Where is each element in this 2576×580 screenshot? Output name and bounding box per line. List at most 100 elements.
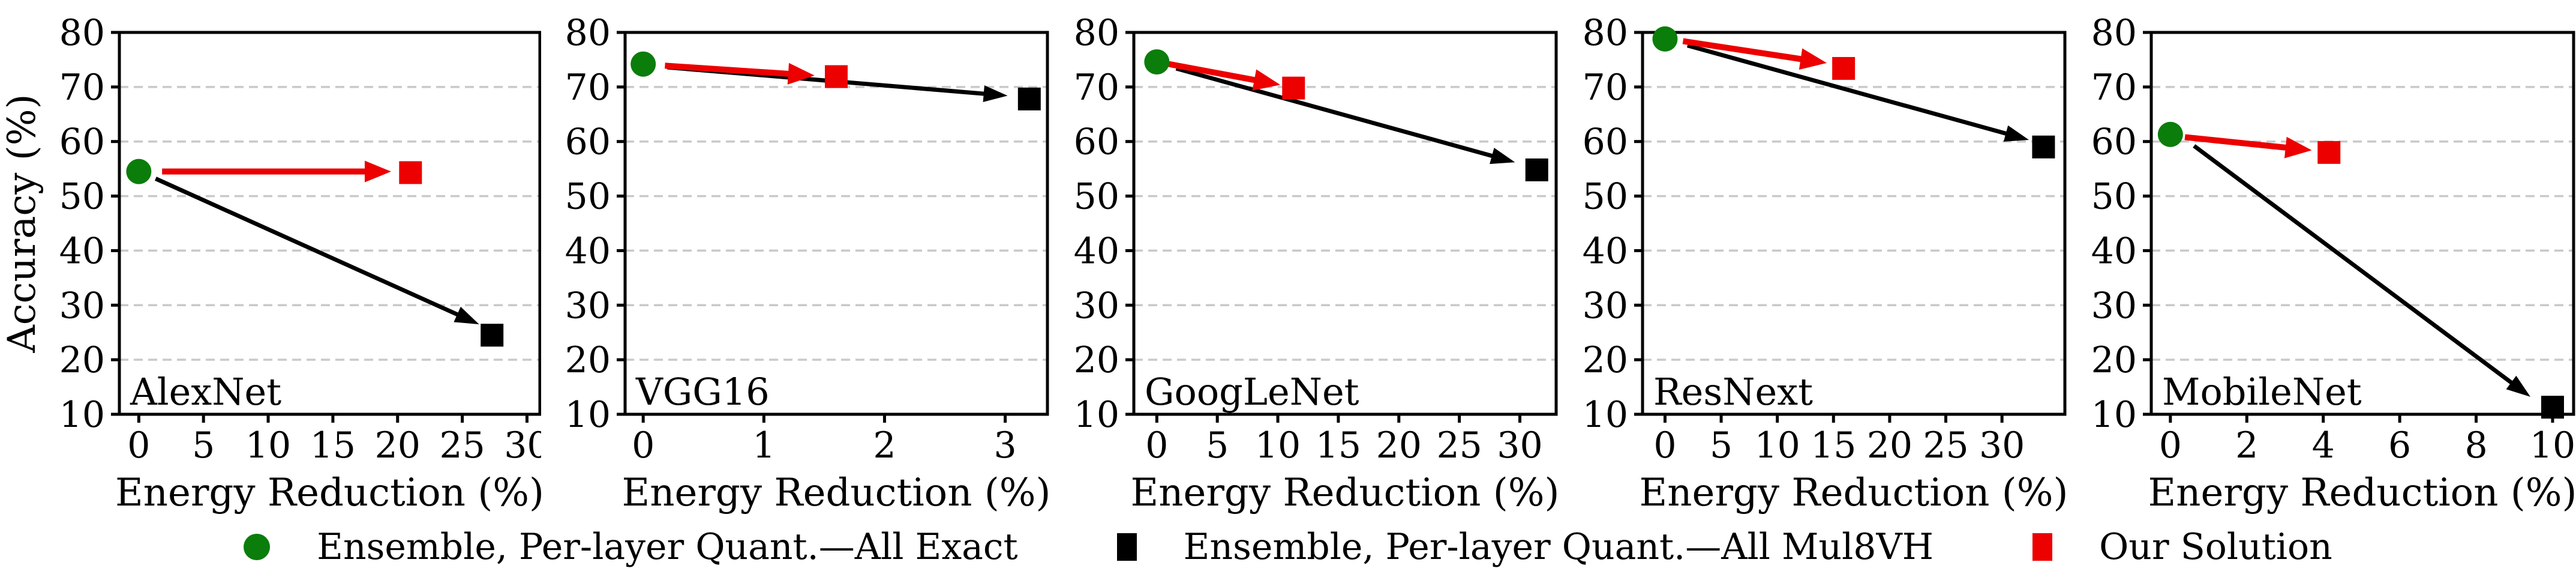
- x-tick-label: 30: [504, 424, 541, 467]
- y-tick-label: 30: [1074, 285, 1119, 327]
- arrow-head: [1252, 69, 1281, 91]
- y-tick-label: 60: [1074, 121, 1119, 163]
- arrow-line: [1168, 61, 1267, 85]
- arrow-head: [983, 85, 1008, 103]
- data-point-exact: [1144, 49, 1170, 75]
- arrow-head: [2506, 375, 2531, 397]
- data-point-mul8vh: [2541, 396, 2564, 419]
- x-tick-label: 10: [2530, 424, 2575, 467]
- black-square-icon: [1116, 533, 1137, 561]
- y-tick-label: 70: [565, 67, 611, 109]
- x-tick-label: 4: [2312, 424, 2335, 467]
- y-tick-label: 40: [1583, 230, 1628, 272]
- arrow-head: [2284, 136, 2312, 159]
- data-point-exact: [126, 159, 152, 184]
- legend-label-our-solution: Our Solution: [2099, 526, 2332, 568]
- x-tick-label: 5: [192, 424, 215, 467]
- arrow-line: [154, 177, 468, 321]
- y-tick-label: 10: [2091, 394, 2137, 436]
- arrow-line: [1682, 38, 1813, 64]
- x-tick-label: 25: [1436, 424, 1482, 467]
- y-tick-label: 70: [1074, 67, 1119, 109]
- y-tick-label: 30: [59, 285, 105, 327]
- x-tick-label: 15: [1316, 424, 1361, 467]
- y-tick-label: 40: [565, 230, 611, 272]
- x-axis-label: Energy Reduction (%): [2148, 471, 2576, 514]
- arrow-line: [665, 62, 800, 78]
- charts-row: 10 20 30 40 50 60 70 80 0 5 10 15 20 25 30 Energy Reduc…: [0, 12, 2576, 514]
- data-point-exact: [2157, 121, 2183, 147]
- y-tick-label: 80: [1583, 12, 1628, 54]
- legend-label-all-mul8vh: Ensemble, Per-layer Quant.—All Mul8VH: [1183, 526, 1934, 568]
- x-tick-label: 0: [1653, 424, 1676, 467]
- x-tick-label: 5: [1710, 424, 1733, 467]
- x-axis-label: Energy Reduction (%): [115, 471, 541, 514]
- x-tick-label: 15: [1811, 424, 1856, 467]
- axes-frame: [2149, 31, 2575, 416]
- x-tick-label: 2: [873, 424, 896, 467]
- y-tick-label: 20: [1583, 339, 1628, 381]
- x-tick-label: 0: [2159, 424, 2182, 467]
- arrow-head: [787, 62, 815, 85]
- y-tick-label: 50: [565, 176, 611, 218]
- arrow-head: [2003, 125, 2029, 142]
- y-tick-label: 30: [1583, 285, 1628, 327]
- data-point-mul8vh: [1525, 158, 1548, 181]
- arrow-head: [1799, 48, 1827, 70]
- y-tick-label: 30: [565, 285, 611, 327]
- axes-frame: [1132, 31, 1558, 416]
- x-tick-label: 3: [994, 424, 1017, 467]
- data-point-ours: [1832, 56, 1856, 80]
- y-tick-label: 60: [1583, 121, 1628, 163]
- data-point-exact: [1652, 26, 1678, 52]
- subplot-title: AlexNet: [130, 370, 281, 414]
- data-point-ours: [399, 161, 422, 184]
- x-tick-label: 20: [375, 424, 421, 467]
- arrow-line: [2184, 134, 2298, 152]
- y-tick-label: 20: [1074, 339, 1119, 381]
- x-tick-label: 10: [245, 424, 291, 467]
- arrow-head: [1490, 148, 1515, 165]
- y-tick-label: 70: [2091, 67, 2137, 109]
- x-axis-label: Energy Reduction (%): [622, 471, 1050, 514]
- y-tick-label: 10: [565, 394, 611, 436]
- x-tick-label: 0: [1145, 424, 1168, 467]
- legend: Ensemble, Per-layer Quant.—All Exact Ens…: [0, 514, 2576, 580]
- green-circle-icon: [244, 534, 271, 560]
- y-tick-label: 40: [1074, 230, 1119, 272]
- red-square-icon: [2032, 533, 2053, 561]
- y-tick-label: 70: [59, 67, 105, 109]
- legend-item-our-solution: Our Solution: [2032, 529, 2332, 565]
- y-tick-label: 30: [2091, 285, 2137, 327]
- axes-frame: [623, 31, 1049, 416]
- legend-item-all-mul8vh: Ensemble, Per-layer Quant.—All Mul8VH: [1116, 526, 1934, 568]
- x-tick-label: 20: [1376, 424, 1422, 467]
- data-point-ours: [2317, 140, 2341, 164]
- x-tick-label: 8: [2464, 424, 2487, 467]
- data-point-ours: [825, 65, 848, 88]
- y-tick-label: 10: [1074, 394, 1119, 436]
- x-tick-label: 10: [1255, 424, 1301, 467]
- x-tick-label: 1: [752, 424, 775, 467]
- x-tick-label: 25: [1923, 424, 1968, 467]
- subplot-title: GoogLeNet: [1145, 370, 1359, 414]
- arrow-line: [1175, 66, 1503, 161]
- y-axis-label: Accuracy (%): [0, 94, 44, 354]
- x-axis-label: Energy Reduction (%): [1131, 471, 1559, 514]
- y-tick-label: 80: [565, 12, 611, 54]
- axes-frame: [1641, 31, 2067, 416]
- x-axis-label: Energy Reduction (%): [1640, 471, 2068, 514]
- arrow-head: [454, 306, 479, 325]
- data-point-ours: [1282, 76, 1305, 100]
- y-tick-label: 80: [2091, 12, 2137, 54]
- x-tick-label: 30: [1497, 424, 1542, 467]
- x-tick-label: 30: [1979, 424, 2025, 467]
- y-tick-label: 10: [1583, 394, 1628, 436]
- y-tick-label: 60: [2091, 121, 2137, 163]
- x-tick-label: 15: [310, 424, 356, 467]
